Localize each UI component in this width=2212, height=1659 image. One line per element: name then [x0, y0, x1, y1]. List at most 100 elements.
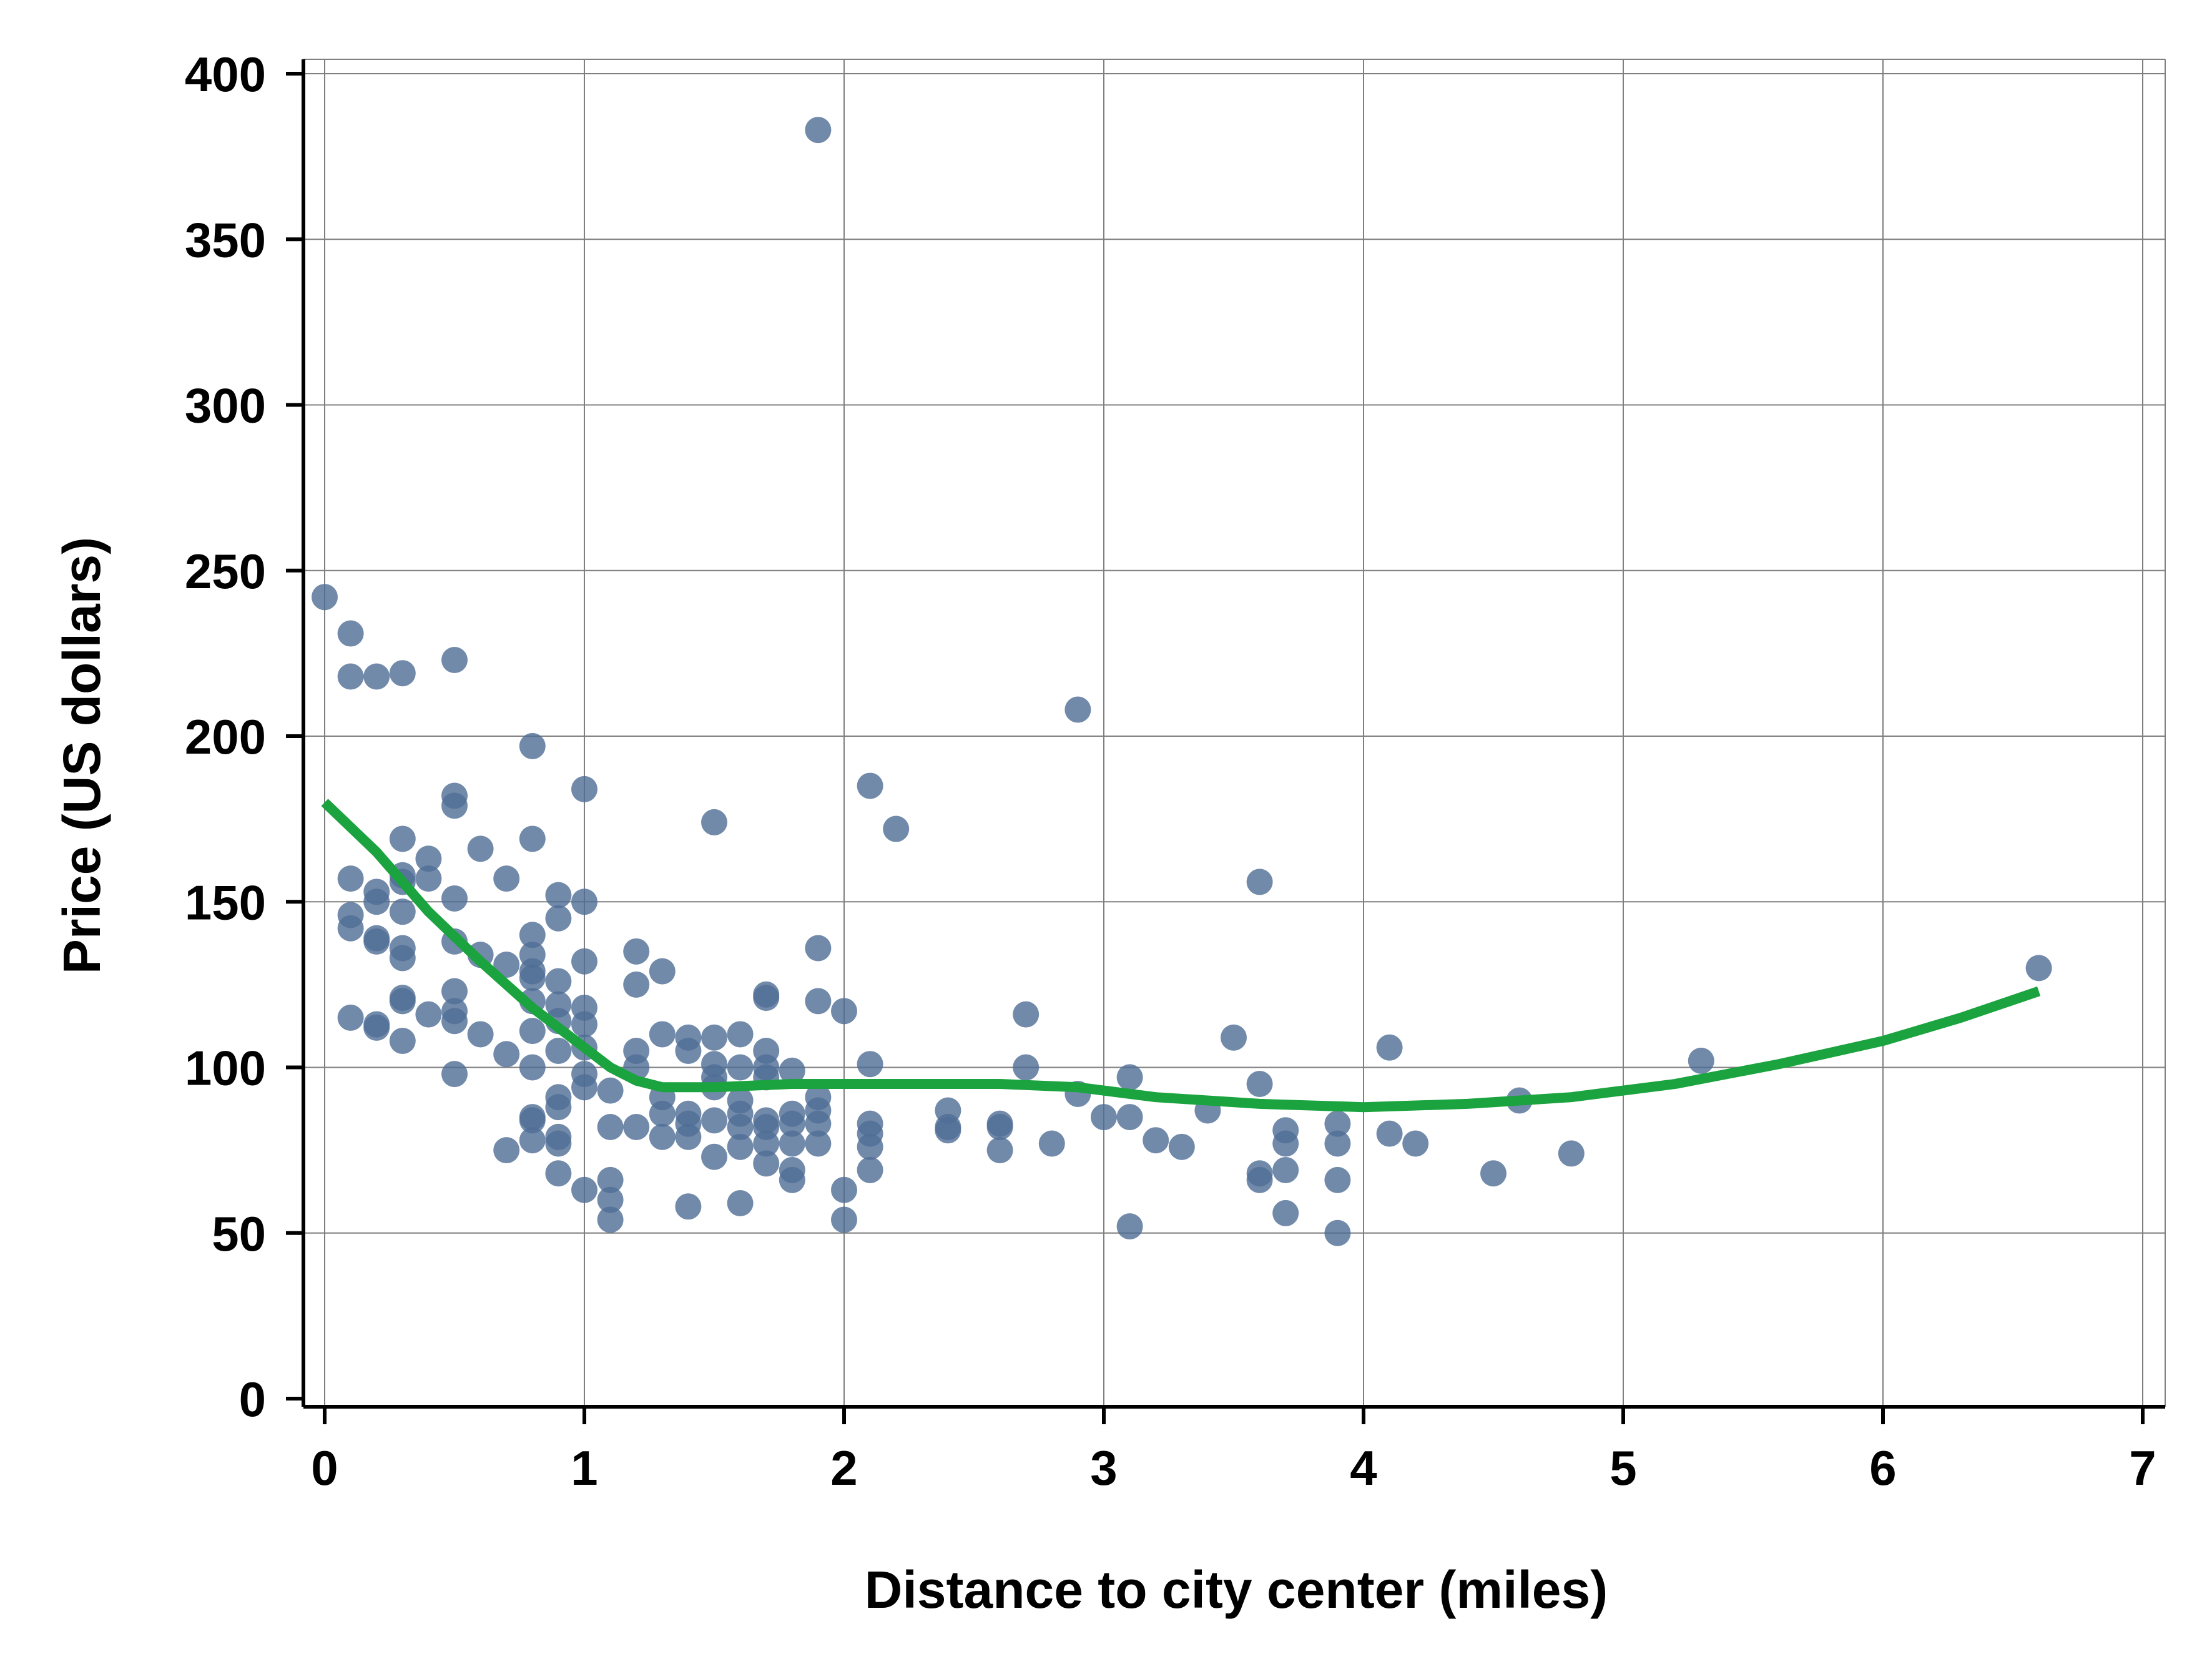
data-point [363, 1014, 390, 1041]
data-point [727, 1021, 754, 1048]
data-point [1116, 1213, 1143, 1240]
data-point [571, 1011, 597, 1038]
data-point [571, 948, 597, 975]
data-point [1116, 1064, 1143, 1091]
data-point [857, 772, 883, 799]
data-point [337, 663, 364, 690]
data-point [312, 584, 338, 611]
data-point [1272, 1199, 1299, 1226]
data-point [675, 1123, 702, 1150]
data-point [649, 958, 676, 985]
data-point [623, 1113, 650, 1140]
tick-labels: 0 1 2 3 4 5 6 7 0 50 100 150 200 250 300 350 400 [185, 47, 2156, 1495]
data-point [363, 889, 390, 915]
data-point [389, 660, 416, 687]
x-axis-title: Distance to city center (miles) [865, 1560, 1608, 1619]
data-point [1480, 1160, 1507, 1187]
data-point [779, 1130, 805, 1157]
fit-line [321, 799, 2041, 1113]
data-point [986, 1137, 1013, 1164]
data-point [753, 985, 780, 1012]
data-point [701, 1024, 727, 1051]
data-point [1688, 1047, 1714, 1074]
data-point [1246, 1071, 1273, 1098]
data-point [545, 968, 572, 995]
data-point [857, 1156, 883, 1183]
y-tick-label: 250 [185, 544, 266, 599]
data-point [519, 732, 546, 759]
data-point [805, 935, 832, 962]
data-point [649, 1021, 676, 1048]
data-point [1376, 1120, 1403, 1147]
data-point [831, 998, 857, 1025]
data-point [441, 1061, 468, 1088]
y-tick-label: 200 [185, 709, 266, 764]
data-point [1558, 1140, 1585, 1167]
axes [286, 59, 2165, 1424]
data-point [597, 1186, 624, 1213]
data-point [597, 1077, 624, 1104]
data-point [493, 865, 520, 892]
data-point [519, 1054, 546, 1081]
data-point [441, 792, 468, 819]
data-point [467, 835, 494, 862]
x-tick-label: 2 [830, 1440, 857, 1495]
data-point [545, 882, 572, 908]
data-point [597, 1113, 624, 1140]
x-tick-label: 0 [311, 1440, 338, 1495]
data-point [805, 1110, 832, 1137]
data-point [1324, 1219, 1351, 1246]
data-point [2025, 955, 2052, 982]
y-tick-label: 150 [185, 875, 266, 930]
data-point [363, 663, 390, 690]
y-tick-label: 50 [212, 1206, 266, 1261]
data-point [389, 945, 416, 972]
data-point [545, 1130, 572, 1157]
x-tick-label: 7 [2129, 1440, 2156, 1495]
y-tick-label: 0 [239, 1372, 266, 1427]
data-point [441, 978, 468, 1005]
data-point [753, 1130, 780, 1157]
data-point [337, 1004, 364, 1031]
data-point [701, 1107, 727, 1134]
data-point [727, 1113, 754, 1140]
data-point [389, 988, 416, 1015]
data-point [1143, 1127, 1169, 1154]
data-point [545, 1037, 572, 1064]
y-axis-title: Price (US dollars) [52, 537, 111, 974]
data-point [649, 1123, 676, 1150]
x-tick-label: 3 [1090, 1440, 1117, 1495]
data-point [519, 825, 546, 852]
y-tick-label: 350 [185, 212, 266, 267]
x-tick-label: 5 [1610, 1440, 1636, 1495]
data-point [701, 809, 727, 835]
y-tick-label: 400 [185, 47, 266, 102]
data-point [441, 885, 468, 912]
data-point [1324, 1130, 1351, 1157]
data-point [1324, 1110, 1351, 1137]
y-tick-label: 300 [185, 378, 266, 433]
data-point [415, 1001, 442, 1028]
data-point [675, 1037, 702, 1064]
data-point [986, 1113, 1013, 1140]
data-point [389, 825, 416, 852]
data-point [337, 865, 364, 892]
data-point [701, 1143, 727, 1170]
data-point [389, 898, 416, 925]
data-point [519, 965, 546, 992]
data-point [597, 1206, 624, 1233]
x-tick-label: 6 [1869, 1440, 1896, 1495]
data-point [545, 1094, 572, 1121]
data-point [337, 620, 364, 647]
x-tick-label: 4 [1350, 1440, 1377, 1495]
data-point [779, 1057, 805, 1084]
data-point [441, 1008, 468, 1035]
data-point [571, 889, 597, 915]
data-point [935, 1117, 961, 1144]
data-point [1168, 1133, 1195, 1160]
data-point [1013, 1001, 1040, 1028]
data-point [1116, 1104, 1143, 1131]
data-point [805, 988, 832, 1015]
